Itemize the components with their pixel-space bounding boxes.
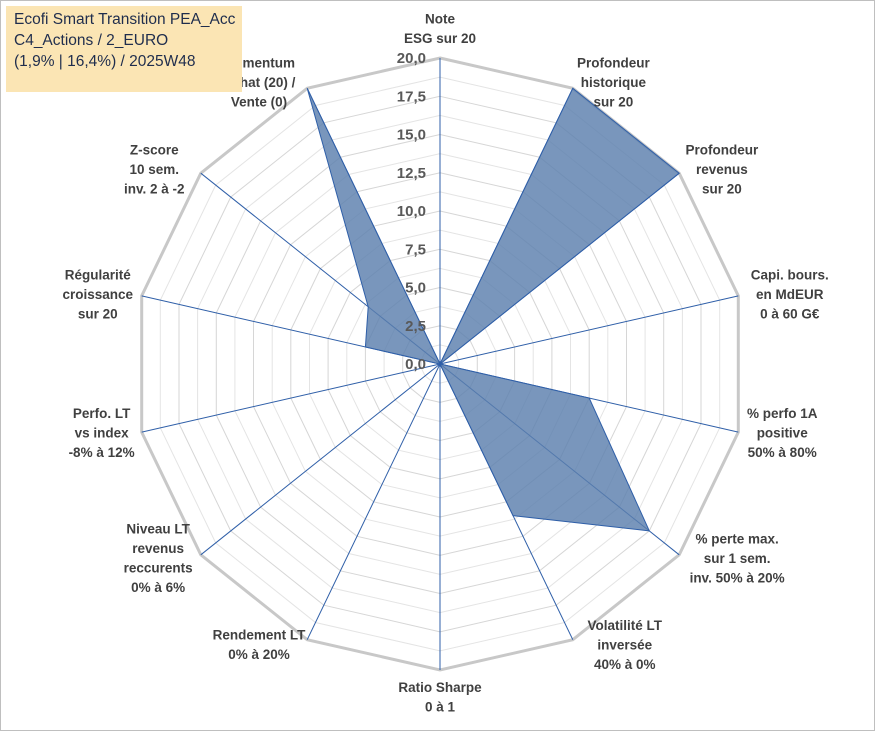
chart-title-line-3: (1,9% | 16,4%) / 2025W48 bbox=[14, 53, 196, 70]
axis-label-13: Z-score 10 sem. inv. 2 à -2 bbox=[124, 142, 185, 196]
series-area bbox=[306, 87, 681, 532]
radar-series bbox=[306, 87, 681, 532]
axis-label-6: % perte max. sur 1 sem. inv. 50% à 20% bbox=[690, 531, 785, 585]
axis-label-1: Note ESG sur 20 bbox=[404, 12, 476, 47]
radial-tick-labels: 0,0 2,5 5,0 7,5 10,0 12,5 15,0 17,5 20,0 bbox=[397, 50, 426, 373]
axis-label-3: Profondeur revenus sur 20 bbox=[686, 142, 759, 196]
tick-label: 0,0 bbox=[405, 356, 426, 373]
axis-label-5: % perfo 1A positive 50% à 80% bbox=[747, 406, 818, 460]
tick-label: 15,0 bbox=[397, 127, 426, 144]
spoke-10 bbox=[200, 363, 441, 556]
tick-label: 12,5 bbox=[397, 165, 426, 182]
axis-label-2: Profondeur historique sur 20 bbox=[577, 56, 650, 110]
chart-title-line-2: C4_Actions / 2_EURO bbox=[14, 32, 169, 49]
tick-label: 7,5 bbox=[405, 241, 426, 258]
spoke-9 bbox=[306, 363, 441, 640]
tick-label: 5,0 bbox=[405, 280, 426, 297]
axis-label-10: Niveau LT revenus reccurents 0% à 6% bbox=[124, 522, 193, 596]
axis-label-4: Capi. bours. en MdEUR 0 à 60 G€ bbox=[751, 267, 829, 321]
spoke-4 bbox=[439, 295, 739, 365]
axis-label-12: Régularité croissance sur 20 bbox=[63, 267, 134, 321]
tick-label: 20,0 bbox=[397, 50, 426, 67]
tick-label: 17,5 bbox=[397, 88, 426, 105]
axis-label-8: Ratio Sharpe 0 à 1 bbox=[398, 680, 482, 715]
axis-label-9: Rendement LT 0% à 20% bbox=[213, 628, 307, 663]
spoke-11 bbox=[141, 363, 441, 433]
chart-title-box: Ecofi Smart Transition PEA_Acc C4_Action… bbox=[6, 6, 242, 92]
tick-label: 10,0 bbox=[397, 203, 426, 220]
chart-title-line-1: Ecofi Smart Transition PEA_Acc bbox=[14, 11, 236, 28]
axis-label-11: Perfo. LT vs index -8% à 12% bbox=[69, 406, 135, 460]
tick-label: 2,5 bbox=[405, 318, 426, 335]
axis-label-7: Volatilité LT inversée 40% à 0% bbox=[588, 618, 663, 672]
